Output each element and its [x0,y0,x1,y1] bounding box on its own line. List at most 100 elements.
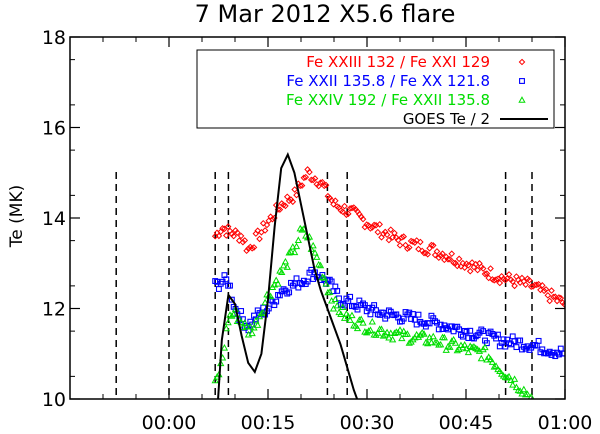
data-point [239,238,247,246]
data-point [503,275,511,282]
data-point [524,343,531,350]
data-point [450,328,457,335]
data-point [222,324,230,332]
data-point [502,276,509,284]
data-point [366,326,375,333]
data-point [409,311,416,317]
data-point [538,282,546,289]
data-point [511,282,518,290]
data-point [250,244,258,251]
data-point [358,302,365,308]
data-point [221,272,228,279]
data-point [407,237,415,245]
data-point [380,230,387,238]
data-point [437,252,444,259]
plot-frame [69,36,566,400]
data-point [278,268,286,276]
data-point [304,278,311,285]
data-point [456,326,463,333]
data-point [502,343,509,350]
data-point [435,254,443,262]
data-point [228,296,235,303]
data-point [505,372,513,380]
data-point [489,331,496,337]
data-point [453,346,461,354]
data-point [276,292,283,299]
data-point [316,261,325,269]
y-axis-label: Te (MK) [7,185,27,248]
data-point [448,337,456,344]
data-point [383,328,391,336]
data-point [259,219,267,227]
data-point [293,275,300,282]
data-point [550,349,557,356]
data-point [287,247,295,255]
data-point [261,227,269,234]
data-point [406,309,413,316]
data-point [246,322,254,330]
data-point [430,315,437,322]
data-point [283,263,291,270]
data-point [317,179,324,187]
y-tick-label: 12 [42,299,66,321]
data-point [283,193,291,201]
data-point [271,302,278,309]
data-point [483,270,491,277]
data-point [472,333,479,340]
data-point [326,288,334,295]
data-point [464,348,473,356]
data-point [443,325,450,332]
data-point [517,337,524,344]
data-point [405,244,413,251]
data-point [328,278,335,285]
data-point [224,318,232,326]
data-point [241,319,249,326]
data-point [506,340,512,347]
data-point [311,249,319,256]
data-point [555,294,563,301]
data-point [403,330,412,337]
data-point [445,326,451,333]
data-point [285,248,293,256]
data-point [537,286,544,294]
legend-label: Fe XXIV 192 / Fe XXII 135.8 [286,91,490,109]
data-point [224,223,232,230]
data-point [503,373,511,381]
data-point [429,242,437,249]
data-point [400,327,408,335]
data-point [376,221,383,228]
data-point [343,211,350,219]
data-point [478,326,485,333]
data-point [391,229,398,237]
data-point [513,344,520,351]
data-point [276,206,284,213]
data-point [252,316,259,323]
data-point [420,330,428,337]
data-point [539,346,546,353]
data-point [311,175,319,182]
data-point [400,315,407,322]
data-point [215,286,222,292]
data-point [509,278,517,285]
data-point [396,326,404,333]
data-point [251,312,257,319]
x-tick-label: 00:45 [439,412,494,434]
data-point [396,242,404,249]
data-point [531,342,538,349]
data-point [544,292,552,299]
data-point [488,358,497,365]
data-point [350,302,357,309]
data-point [404,311,411,318]
data-point [490,363,498,370]
data-point [387,308,394,315]
data-point [533,281,541,289]
data-point [450,259,457,267]
data-point [364,327,373,334]
data-point [411,239,419,246]
data-point [339,303,347,310]
data-point [548,287,555,294]
data-point [272,276,280,284]
x-tick-label: 00:00 [142,412,197,434]
x-tick-label: 01:00 [538,412,593,434]
